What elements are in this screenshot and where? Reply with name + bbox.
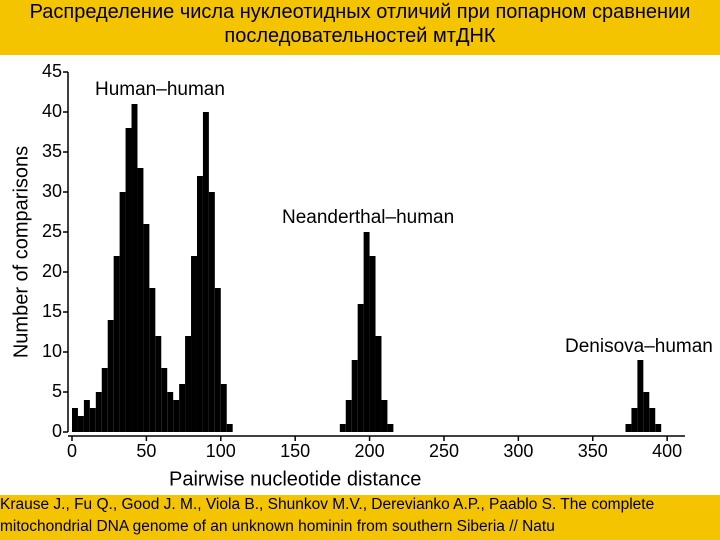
y-tick-label: 40 [42,101,62,121]
citation: Krause J., Fu Q., Good J. M., Viola B., … [0,496,655,535]
bar [226,424,233,432]
bar [202,112,209,432]
bar [381,400,388,432]
bar [345,400,352,432]
x-tick-label: 150 [280,441,310,461]
y-tick-label: 25 [42,221,62,241]
annotation: Neanderthal–human [282,207,454,228]
bar [220,384,227,432]
y-tick-label: 35 [42,141,62,161]
bar [179,384,186,432]
bar [72,408,78,432]
bar [649,408,656,432]
slide-title: Распределение числа нуклеотидных отличий… [29,1,691,47]
bar [369,256,376,432]
bar [375,336,382,432]
x-tick-label: 250 [429,441,459,461]
bar [363,232,370,432]
bar [167,392,174,432]
bar [149,288,156,432]
bar [143,224,150,432]
bar [631,408,638,432]
x-tick-label: 100 [206,441,236,461]
bar [637,360,644,432]
x-tick-label: 0 [67,441,77,461]
bar [77,416,84,432]
x-tick-label: 350 [578,441,608,461]
bar [655,424,662,432]
bar [208,192,215,432]
bar [89,408,96,432]
bar [196,176,203,432]
bar [643,392,650,432]
annotation: Human–human [95,79,225,100]
bar [387,424,394,432]
y-axis-label: Number of comparisons [10,146,32,358]
bar [191,256,197,432]
x-tick-label: 200 [355,441,385,461]
y-tick-label: 5 [52,381,62,401]
bar [101,368,108,432]
x-tick-label: 300 [503,441,533,461]
chart: 0 5 10 15 20 25 30 35 40 45 0 50 100 150 200 250 300 350 4… [10,61,713,491]
bar [339,424,346,432]
bar [625,424,632,432]
bar [161,368,168,432]
plot-panel: 0 5 10 15 20 25 30 35 40 45 0 50 100 150 200 250 300 350 4… [0,55,720,495]
x-axis-label: Pairwise nucleotide distance [169,468,421,490]
y-tick-label: 10 [42,341,62,361]
bar [137,168,144,432]
x-tick-label: 400 [652,441,682,461]
bar [95,392,102,432]
bar [155,336,162,432]
bar [107,320,114,432]
y-tick-label: 30 [42,181,62,201]
bar [113,256,120,432]
annotation: Denisova–human [565,336,713,357]
y-tick-label: 15 [42,301,62,321]
bar [119,192,126,432]
bar [214,288,221,432]
bar [185,336,192,432]
bar [125,128,132,432]
y-tick-label: 45 [42,61,62,81]
y-tick-label: 0 [52,421,62,441]
bar [173,400,180,432]
bar [351,360,358,432]
bar [83,400,90,432]
x-tick-label: 50 [136,441,156,461]
bar [357,304,364,432]
y-tick-label: 20 [42,261,62,281]
bar [131,104,138,432]
